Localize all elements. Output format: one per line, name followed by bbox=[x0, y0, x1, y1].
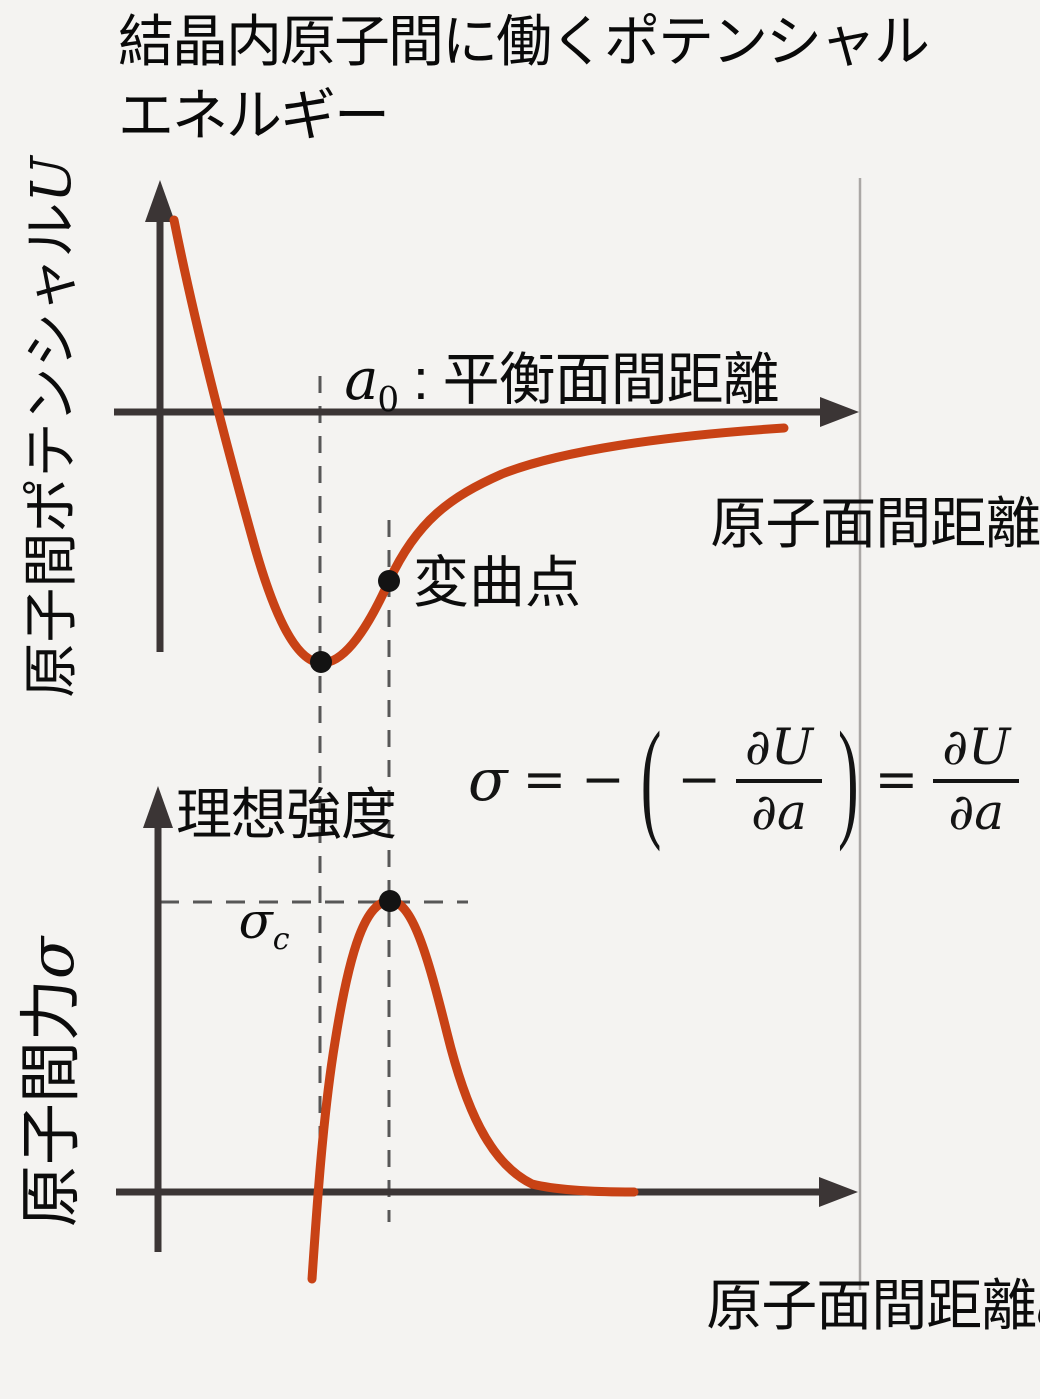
formula-fraction-1: ∂U ∂a bbox=[735, 721, 822, 841]
diagram-canvas: 結晶内原子間に働くポテンシャル エネルギー 原子間ポテンシャル U a0 : 平衡… bbox=[14, 10, 1040, 1337]
potential-x-axis-label: 原子面間距離a bbox=[652, 434, 1040, 616]
potential-minimum-dot bbox=[310, 651, 332, 673]
formula-minus: − bbox=[581, 750, 625, 810]
potential-y-axis-label: 原子間ポテンシャル U bbox=[19, 156, 84, 698]
formula-fraction-2: ∂U ∂a bbox=[933, 721, 1020, 841]
interatomic-force-curve bbox=[307, 896, 639, 1284]
force-y-axis-arrow bbox=[143, 786, 173, 828]
potential-x-axis-label-text: 原子面間距離 bbox=[710, 492, 1040, 556]
force-y-axis-label-text: 原子間力 bbox=[16, 979, 86, 1228]
stress-derivative-formula: σ = − ( − ∂U ∂a ) = ∂U ∂a bbox=[468, 700, 1020, 860]
formula-fraction-2-numerator: ∂U bbox=[933, 721, 1020, 783]
equilibrium-annotation-var: a bbox=[344, 346, 378, 413]
inflection-point-dot bbox=[378, 570, 400, 592]
page-title-line2: エネルギー bbox=[118, 84, 390, 147]
formula-close-paren: ) bbox=[837, 706, 859, 854]
sigma-c-sub: c bbox=[272, 922, 290, 957]
formula-fraction-1-denominator: ∂a bbox=[751, 783, 807, 841]
formula-fraction-2-denominator: ∂a bbox=[948, 783, 1005, 841]
force-x-axis-label: 原子面間距離a bbox=[648, 1216, 1040, 1398]
formula-equals: = bbox=[522, 750, 567, 810]
potential-energy-curve bbox=[169, 215, 789, 668]
equilibrium-distance-annotation: a0 : 平衡面間距離 bbox=[285, 288, 779, 473]
sigma-c-label: σc bbox=[183, 840, 290, 1002]
formula-sigma: σ bbox=[468, 746, 508, 814]
force-x-axis-label-text: 原子面間距離 bbox=[706, 1274, 1037, 1338]
force-x-axis-arrow bbox=[819, 1177, 858, 1207]
potential-x-axis-arrow bbox=[820, 397, 859, 427]
formula-fraction-1-numerator: ∂U bbox=[735, 721, 822, 783]
inflection-point-label: 変曲点 bbox=[413, 551, 581, 614]
plots-drawing bbox=[114, 178, 862, 1290]
equilibrium-annotation-text: : 平衡面間距離 bbox=[398, 347, 780, 412]
potential-y-axis-arrow bbox=[145, 180, 175, 222]
force-x-axis-label-var: a bbox=[1036, 1274, 1040, 1339]
page-title-line1: 結晶内原子間に働くポテンシャル bbox=[118, 10, 930, 73]
force-y-axis-label: 原子間力 σ bbox=[14, 912, 88, 1252]
potential-y-axis-label-var: U bbox=[19, 156, 84, 203]
force-y-axis-label-var: σ bbox=[14, 936, 88, 980]
equilibrium-annotation-sub: 0 bbox=[377, 379, 399, 420]
force-peak-dot bbox=[379, 890, 401, 912]
formula-open-paren: ( bbox=[640, 706, 662, 854]
formula-inner-minus: − bbox=[677, 750, 721, 810]
formula-equals-2: = bbox=[874, 750, 919, 810]
sigma-c-var: σ bbox=[238, 892, 273, 950]
ideal-strength-label: 理想強度 bbox=[176, 783, 397, 846]
potential-y-axis-label-text: 原子間ポテンシャル bbox=[20, 202, 83, 698]
